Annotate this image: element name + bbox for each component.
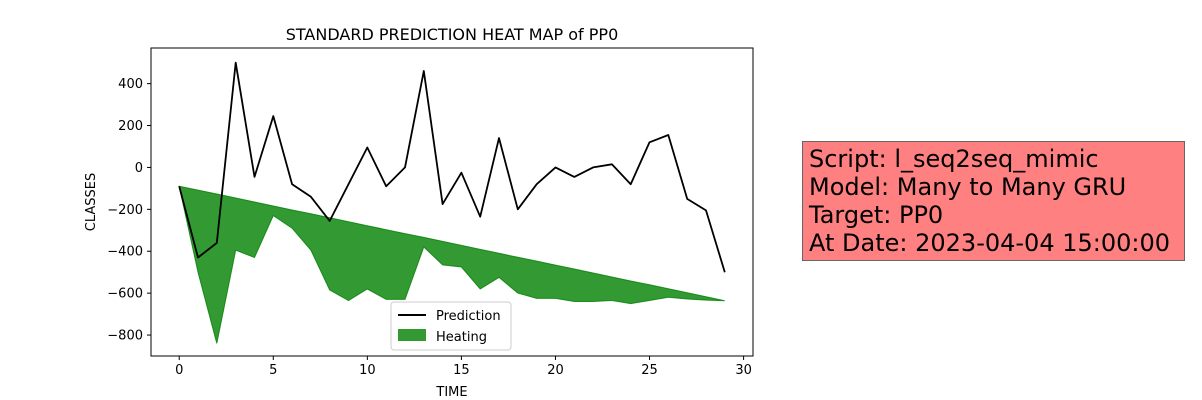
legend: Prediction Heating — [390, 301, 512, 351]
info-model-line: Model: Many to Many GRU — [809, 173, 1127, 201]
plot-area — [178, 61, 726, 344]
info-target-line: Target: PP0 — [809, 201, 944, 229]
y-tick-label: −600 — [107, 287, 143, 302]
x-tick-label: 15 — [453, 363, 470, 378]
y-axis-title: CLASSES — [84, 173, 99, 231]
legend-prediction-label: Prediction — [436, 309, 501, 324]
legend-heating-label: Heating — [436, 330, 487, 345]
legend-heating-swatch — [398, 329, 426, 341]
y-tick-label: 0 — [135, 161, 143, 176]
info-date-line: At Date: 2023-04-04 15:00:00 — [809, 229, 1171, 257]
x-tick-label: 5 — [269, 363, 277, 378]
x-tick-label: 20 — [547, 363, 564, 378]
y-tick-label: 400 — [118, 77, 143, 92]
x-tick-label: 25 — [641, 363, 658, 378]
prediction-line — [178, 61, 726, 273]
x-tick-label: 30 — [735, 363, 752, 378]
heating-area — [178, 185, 725, 344]
y-tick-label: −800 — [107, 329, 143, 344]
x-tick-label: 0 — [175, 363, 183, 378]
info-script-line: Script: l_seq2seq_mimic — [809, 145, 1099, 173]
y-tick-label: −400 — [107, 245, 143, 260]
plot-frame — [150, 47, 754, 357]
y-tick-label: −200 — [107, 203, 143, 218]
info-box: Script: l_seq2seq_mimic Model: Many to M… — [802, 141, 1185, 261]
x-tick-label: 10 — [359, 363, 376, 378]
y-tick-label: 200 — [118, 119, 143, 134]
chart-title: STANDARD PREDICTION HEAT MAP of PP0 — [286, 25, 619, 44]
axis-ticks: 0 5 10 15 20 25 30 −800 −600 −400 −200 0 200 400 — [107, 77, 752, 378]
x-axis-title: TIME — [435, 385, 467, 400]
